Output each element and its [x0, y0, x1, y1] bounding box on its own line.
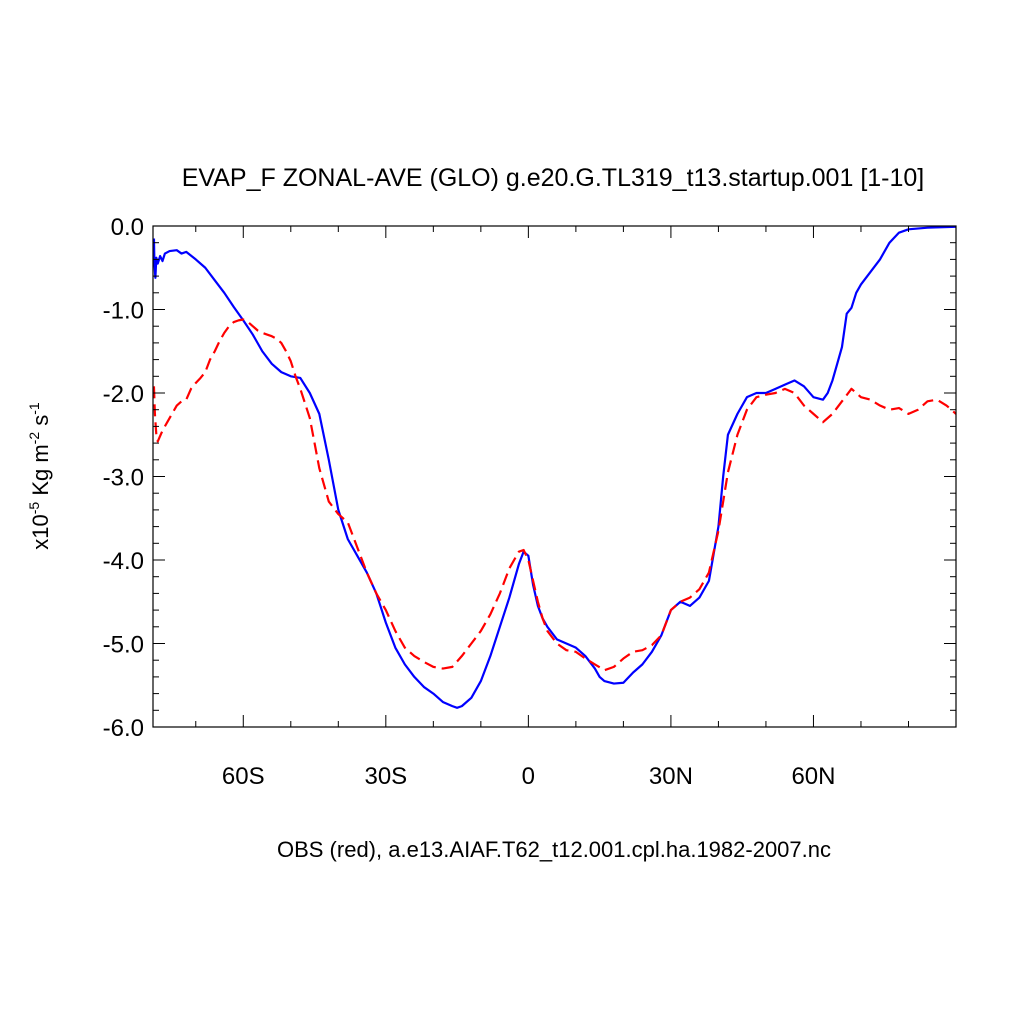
y-label-m-exponent: -2	[26, 432, 42, 445]
plot-frame	[152, 225, 957, 728]
series-line-1	[153, 318, 956, 672]
tick-layer	[153, 225, 957, 728]
x-tick-label: 60N	[791, 763, 835, 790]
series-layer	[153, 226, 956, 709]
y-axis-label: x10-5 Kg m-2 s-1	[26, 402, 53, 550]
y-label-prefix: x10	[28, 514, 53, 549]
x-tick-label: 30S	[364, 763, 407, 790]
y-tick-label: 0.0	[111, 214, 144, 241]
chart-title: EVAP_F ZONAL-AVE (GLO) g.e20.G.TL319_t13…	[182, 164, 925, 192]
x-tick-label: 0	[522, 763, 535, 790]
y-label-kg: Kg m	[28, 444, 53, 501]
y-label-exponent: -5	[26, 502, 42, 515]
x-axis-label: OBS (red), a.e13.AIAF.T62_t12.001.cpl.ha…	[277, 837, 831, 862]
y-tick-label: -6.0	[103, 715, 144, 742]
y-tick-label: -2.0	[103, 381, 144, 408]
y-label-s: s	[28, 415, 53, 432]
y-tick-label: -5.0	[103, 632, 144, 659]
tick-label-layer: 60S 30S 0 30N 60N 0.0 -1.0 -2.0 -3.0 -4.0 -5.0 -6.0	[103, 214, 836, 790]
y-tick-label: -4.0	[103, 548, 144, 575]
y-tick-label: -3.0	[103, 465, 144, 492]
x-tick-label: 60S	[222, 763, 265, 790]
x-tick-label: 30N	[649, 763, 693, 790]
y-tick-label: -1.0	[103, 298, 144, 325]
y-label-s-exponent: -1	[26, 402, 42, 415]
series-line-0	[153, 226, 956, 709]
